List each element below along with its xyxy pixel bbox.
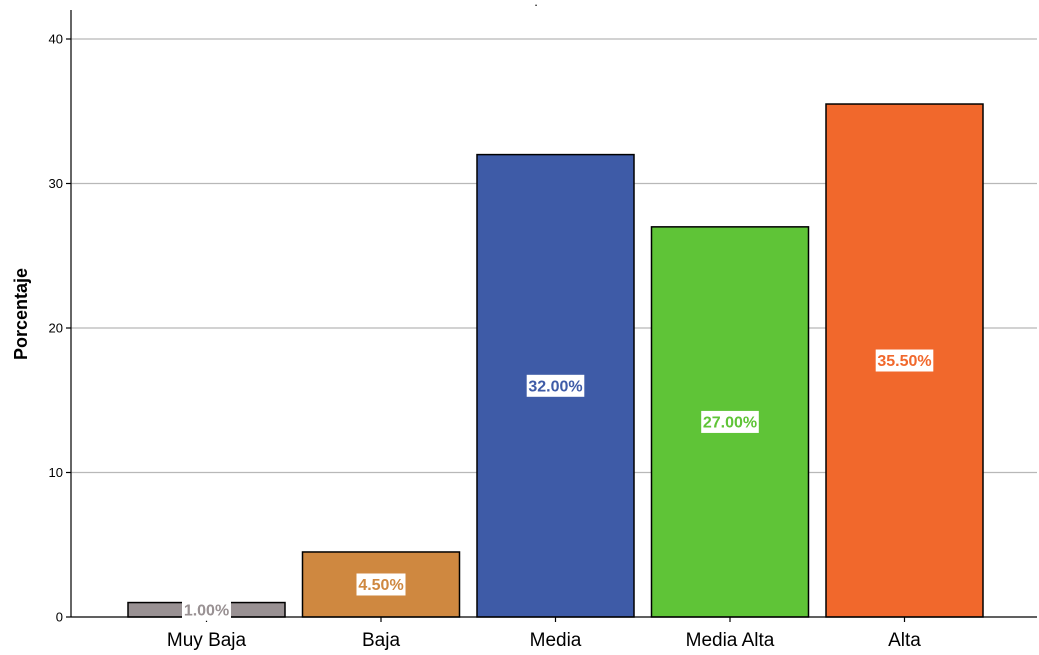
bars-layer <box>127 103 984 618</box>
data-label-box <box>701 410 759 433</box>
data-label-box <box>182 598 231 621</box>
x-category-label: Media <box>530 630 582 651</box>
y-tick-label: 40 <box>49 32 63 47</box>
data-label-box <box>875 349 934 372</box>
axes-layer <box>70 10 1037 618</box>
data-label-box <box>526 374 585 397</box>
data-labels-layer: 1.00% 4.50% 32.00% 27.00% 35.50% <box>182 349 934 621</box>
y-tick-label: 0 <box>56 610 63 625</box>
data-label-box <box>356 573 406 596</box>
x-category-label: Media Alta <box>686 630 775 651</box>
y-tick-label: 30 <box>49 176 63 191</box>
x-category-label: Alta <box>888 630 921 651</box>
chart-title: . <box>534 0 538 9</box>
data-label: 35.50% <box>877 353 931 370</box>
categories-layer: Muy Baja Baja Media Media Alta Alta <box>167 630 921 651</box>
data-label: 1.00% <box>184 602 229 619</box>
data-label: 32.00% <box>528 378 582 395</box>
x-category-label: Baja <box>362 630 400 651</box>
y-axis-title: Porcentaje <box>11 268 31 360</box>
y-tick-label: 10 <box>49 465 63 480</box>
y-tick-label: 20 <box>49 321 63 336</box>
data-label: 4.50% <box>358 577 403 594</box>
x-category-label: Muy Baja <box>167 630 247 651</box>
data-label: 27.00% <box>703 414 757 431</box>
